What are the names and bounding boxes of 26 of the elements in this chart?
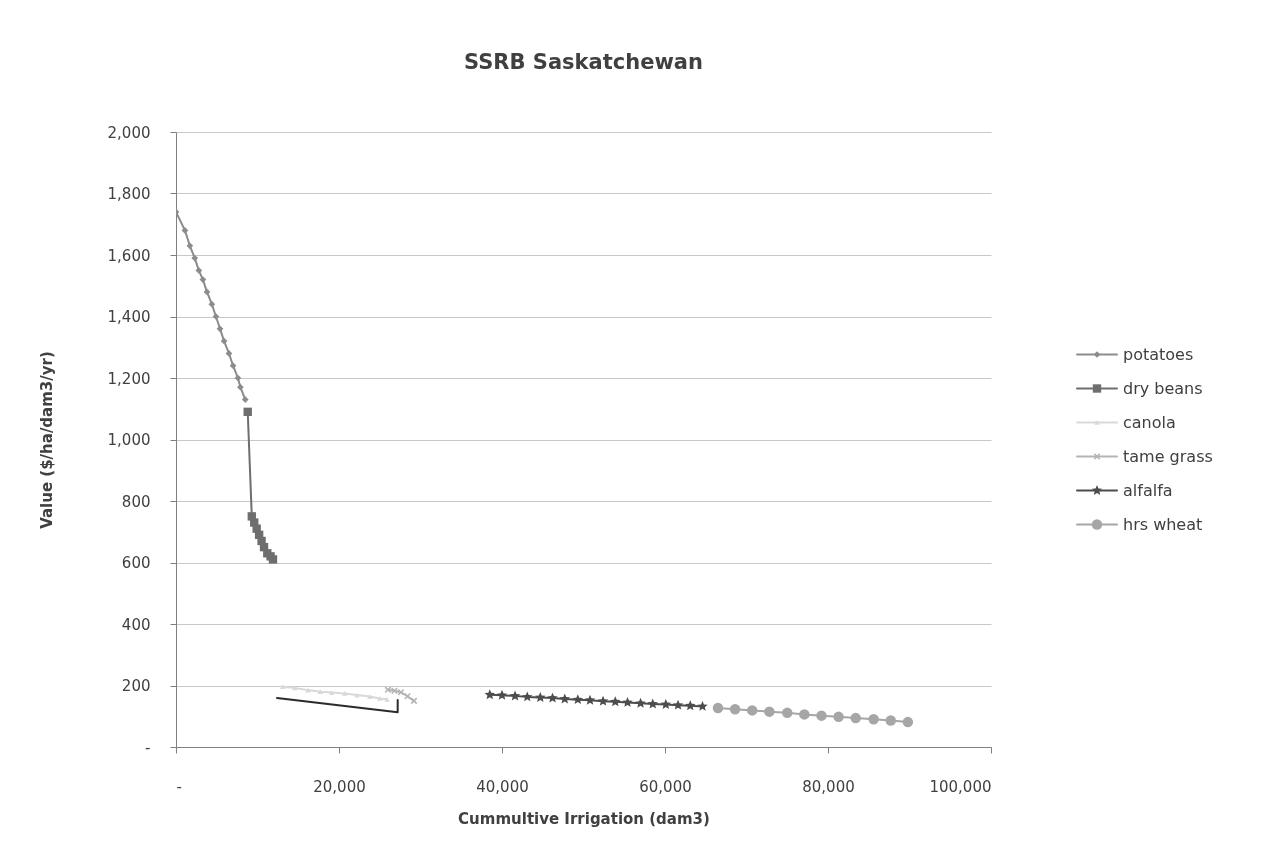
y-tick-label: 1,400 — [107, 308, 151, 326]
y-tick-label: 800 — [121, 492, 151, 511]
y-tick-label: 2,000 — [107, 123, 151, 142]
y-tick-label: 1,800 — [107, 185, 151, 203]
x-axis-title: Cummultive Irrigation (dam3) — [458, 809, 710, 828]
x-tick-label: 60,000 — [639, 777, 692, 796]
y-tick-label: 600 — [121, 554, 151, 572]
y-tick-label: 200 — [121, 677, 151, 695]
y-tick-label: 1,000 — [107, 431, 151, 449]
x-tick-label: 20,000 — [313, 777, 366, 796]
y-tick-label: 1,200 — [107, 369, 151, 388]
legend-label: potatoes — [1123, 344, 1194, 364]
y-tick-label: - — [145, 738, 151, 757]
x-tick-label: 80,000 — [802, 777, 855, 796]
x-tick-label: 40,000 — [476, 777, 529, 796]
y-tick-label: 400 — [121, 615, 151, 634]
chart-title: SSRB Saskatchewan — [464, 50, 703, 74]
x-tick-label: 100,000 — [929, 777, 992, 796]
legend-label: canola — [1123, 412, 1176, 432]
legend-label: alfalfa — [1123, 480, 1173, 500]
x-tick-label: - — [176, 777, 182, 796]
y-tick-label: 1,600 — [107, 246, 151, 265]
legend-label: dry beans — [1123, 378, 1203, 398]
y-axis-title: Value ($/ha/dam3/yr) — [37, 351, 56, 529]
legend-label: hrs wheat — [1123, 514, 1203, 534]
legend-label: tame grass — [1123, 446, 1213, 466]
